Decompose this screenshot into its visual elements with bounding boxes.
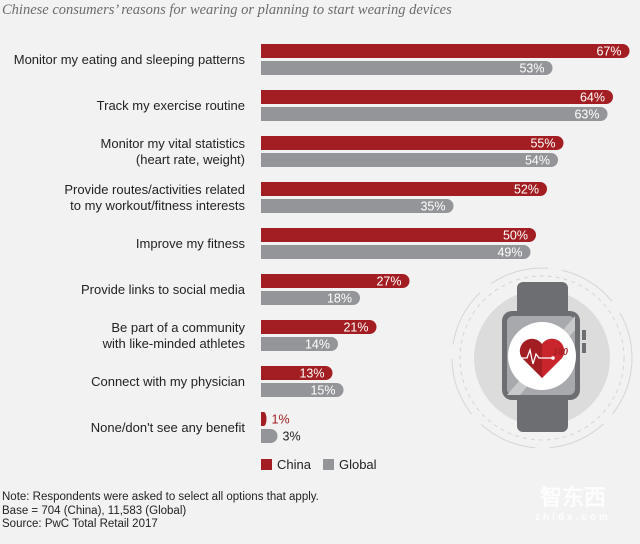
category-label: Provide links to social media xyxy=(80,281,245,297)
data-label-china: 64% xyxy=(580,91,605,105)
bar-global xyxy=(261,199,454,213)
category-label: Improve my fitness xyxy=(135,235,245,251)
bar-global xyxy=(261,61,553,75)
bar-global xyxy=(261,337,338,351)
chart-title: Chinese consumers’ reasons for wearing o… xyxy=(2,2,452,18)
dashed-ring xyxy=(459,275,625,441)
source-line: Source: PwC Total Retail 2017 xyxy=(2,518,158,530)
bar-china xyxy=(261,366,333,380)
category-label: Monitor my vital statistics (heart rate, … xyxy=(100,135,245,167)
bar-china xyxy=(261,228,536,242)
category-label: Connect with my physician xyxy=(91,373,245,389)
bar-china xyxy=(261,320,377,334)
data-label-china: 67% xyxy=(596,45,621,59)
data-label-global: 54% xyxy=(525,154,550,168)
data-label-global: 63% xyxy=(574,108,599,122)
data-label-china: 21% xyxy=(343,321,368,335)
legend-china: China xyxy=(261,457,311,472)
data-label-china: 55% xyxy=(530,137,555,151)
data-label-global: 3% xyxy=(283,430,301,444)
bar-global xyxy=(261,291,360,305)
category-label: Track my exercise routine xyxy=(96,97,245,113)
watermark-logo: 智东西 zhidx.com xyxy=(535,485,611,524)
note-line: Note: Respondents were asked to select a… xyxy=(2,491,319,503)
data-label-global: 49% xyxy=(497,246,522,260)
data-label-china: 27% xyxy=(376,275,401,289)
bar-china xyxy=(261,274,410,288)
outer-ring xyxy=(451,267,633,449)
legend-global: Global xyxy=(322,457,377,472)
bar-global xyxy=(261,245,531,259)
bar-global xyxy=(261,429,278,443)
category-label: Provide routes/activities related to my w… xyxy=(64,181,245,213)
bar-china xyxy=(261,182,547,196)
bar-china xyxy=(261,412,267,426)
data-label-global: 14% xyxy=(305,338,330,352)
bar-china xyxy=(261,44,630,58)
category-label: None/don't see any benefit xyxy=(90,419,245,435)
category-label: Monitor my eating and sleeping patterns xyxy=(13,51,245,67)
bar-china xyxy=(261,90,613,104)
base-line: Base = 704 (China), 11,583 (Global) xyxy=(2,504,187,517)
data-label-global: 53% xyxy=(519,62,544,76)
category-label: Be part of a community with like-minded a… xyxy=(102,319,245,351)
footnotes: Note: Respondents were asked to select a… xyxy=(2,491,319,532)
data-label-global: 18% xyxy=(327,292,352,306)
heart-rate-value: 180 xyxy=(553,347,568,358)
data-label-china: 52% xyxy=(514,183,539,197)
bar-global xyxy=(261,383,344,397)
china-swatch xyxy=(261,459,272,470)
data-label-global: 35% xyxy=(420,200,445,214)
data-label-global: 15% xyxy=(310,384,335,398)
bar-global xyxy=(261,153,558,167)
bar-global xyxy=(261,107,608,122)
data-label-china: 50% xyxy=(503,229,528,243)
bar-china xyxy=(261,136,564,150)
smartwatch-illustration: 180 xyxy=(451,267,633,449)
data-label-china: 13% xyxy=(299,367,324,381)
legend: China Global xyxy=(261,457,377,472)
data-label-china: 1% xyxy=(272,413,290,427)
global-swatch xyxy=(322,459,334,470)
